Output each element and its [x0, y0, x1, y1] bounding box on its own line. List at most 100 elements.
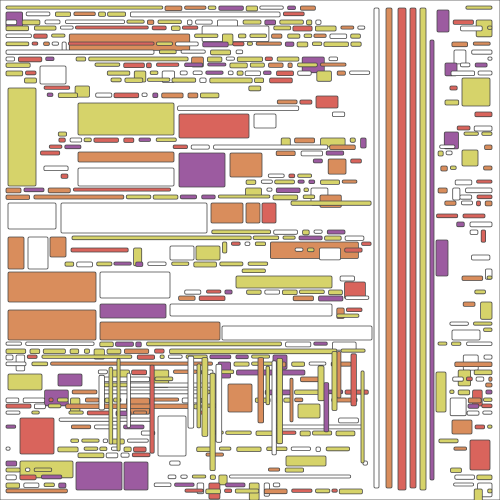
strip: [46, 92, 54, 97]
strip: [5, 41, 30, 47]
strip: [267, 467, 281, 472]
strip: [299, 99, 313, 105]
strip: [113, 261, 132, 266]
strip: [58, 482, 67, 489]
strip: [292, 25, 313, 32]
strip: [227, 70, 234, 76]
strip: [123, 446, 132, 452]
strip: [131, 452, 151, 458]
strip: [273, 229, 298, 235]
strip: [43, 482, 55, 487]
strip: [161, 92, 184, 99]
strip: [60, 25, 74, 30]
strip: [302, 229, 310, 236]
strip: [307, 247, 315, 253]
strip: [209, 354, 232, 360]
block: [57, 373, 83, 387]
block: [261, 202, 277, 224]
strip: [249, 62, 265, 68]
strip: [246, 41, 253, 46]
strip: [335, 430, 356, 437]
strip: [202, 41, 229, 48]
strip: [17, 56, 43, 63]
strip: [5, 424, 17, 429]
strip: [5, 187, 22, 194]
strip: [473, 125, 493, 132]
strip: [296, 41, 309, 48]
strip: [436, 213, 459, 219]
strip: [5, 397, 20, 403]
strip: [254, 241, 267, 246]
strip: [294, 397, 304, 403]
strip: [99, 446, 108, 451]
strip: [275, 150, 296, 156]
strip: [24, 77, 37, 84]
vertical-strip: [350, 353, 357, 407]
strip: [438, 438, 459, 444]
strip: [249, 33, 267, 38]
strip: [156, 41, 173, 46]
strip: [488, 376, 493, 382]
strip: [184, 488, 204, 493]
strip: [326, 229, 346, 235]
strip: [285, 341, 312, 348]
block: [7, 373, 43, 391]
strip: [50, 361, 213, 366]
strip: [272, 482, 281, 488]
strip: [331, 488, 338, 493]
strip: [43, 165, 69, 171]
strip: [313, 33, 327, 38]
strip: [191, 474, 207, 479]
strip: [463, 131, 479, 136]
strip: [481, 131, 493, 136]
strip: [344, 235, 365, 241]
strip: [449, 165, 457, 170]
strip: [123, 62, 145, 68]
block: [157, 415, 187, 457]
strip: [287, 5, 296, 10]
strip: [233, 361, 250, 367]
strip: [260, 179, 273, 184]
strip: [315, 19, 322, 25]
strip: [184, 289, 202, 295]
strip: [195, 19, 213, 25]
strip: [264, 19, 276, 26]
strip: [266, 187, 273, 192]
strip: [459, 62, 471, 68]
strip: [485, 382, 493, 388]
strip: [170, 25, 181, 31]
strip: [127, 438, 149, 443]
strip: [40, 150, 61, 156]
strip: [360, 137, 367, 149]
strip: [171, 77, 197, 83]
strip: [45, 56, 55, 61]
strip: [31, 410, 40, 415]
block: [178, 113, 250, 139]
block: [419, 7, 427, 491]
strip: [167, 474, 177, 480]
strip: [199, 92, 220, 99]
strip: [248, 85, 262, 92]
strip: [292, 295, 314, 302]
strip: [229, 474, 352, 479]
strip: [224, 488, 233, 493]
strip: [344, 247, 363, 253]
strip: [77, 452, 105, 459]
strip: [129, 11, 281, 18]
strip: [311, 41, 323, 46]
strip: [340, 348, 366, 353]
block: [178, 152, 226, 188]
strip: [316, 70, 332, 82]
strip: [255, 430, 275, 436]
strip: [483, 354, 493, 360]
strip: [107, 11, 126, 17]
strip: [152, 194, 179, 200]
strip: [5, 403, 32, 409]
strip: [315, 446, 321, 452]
strip: [336, 313, 360, 318]
strip: [459, 194, 473, 200]
strip: [146, 19, 155, 25]
strip: [454, 474, 475, 480]
strip: [276, 56, 300, 62]
strip: [297, 62, 318, 68]
